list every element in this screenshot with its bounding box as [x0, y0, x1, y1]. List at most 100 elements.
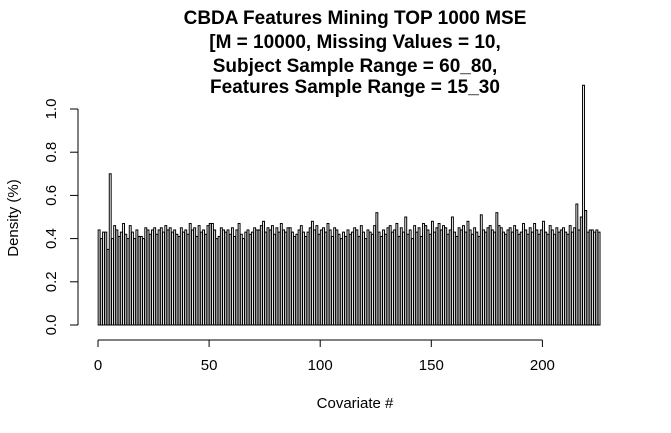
- bar: [386, 227, 390, 326]
- bar: [142, 238, 146, 326]
- bar: [270, 225, 274, 326]
- bar: [239, 233, 243, 326]
- bar: [279, 222, 283, 326]
- bar: [462, 225, 465, 326]
- bar: [248, 233, 252, 326]
- bar: [228, 233, 232, 326]
- bar: [390, 231, 394, 326]
- bar: [484, 231, 488, 326]
- bar: [408, 229, 412, 326]
- bar: [328, 229, 332, 326]
- bar: [208, 222, 212, 326]
- bar: [130, 231, 134, 326]
- bar: [348, 233, 352, 326]
- bar: [353, 227, 357, 326]
- bar: [290, 231, 294, 326]
- bar: [475, 231, 479, 326]
- bar: [577, 229, 581, 326]
- bar: [519, 231, 523, 326]
- bar: [513, 225, 517, 326]
- bar: [566, 233, 570, 326]
- bar: [135, 229, 139, 326]
- bar: [137, 235, 141, 326]
- y-tick-label: 0.6: [43, 185, 60, 206]
- bar-series: [97, 84, 601, 326]
- bar: [442, 225, 445, 326]
- bar: [133, 238, 137, 326]
- bar: [562, 227, 565, 326]
- bar: [157, 229, 161, 326]
- bar: [170, 231, 174, 326]
- x-tick-label: 50: [201, 357, 218, 374]
- bar: [413, 225, 417, 326]
- bar: [584, 210, 588, 326]
- bar: [377, 231, 381, 326]
- bar: [204, 233, 208, 326]
- bar: [179, 227, 183, 326]
- bar: [419, 235, 423, 326]
- bar: [277, 231, 281, 326]
- bar: [397, 235, 401, 326]
- bar: [168, 227, 172, 326]
- bar: [493, 231, 497, 326]
- bar: [422, 222, 425, 326]
- bar: [268, 229, 272, 326]
- bar: [102, 231, 106, 326]
- bar: [575, 203, 579, 326]
- bar: [382, 229, 385, 326]
- bar: [162, 231, 166, 326]
- bar: [310, 220, 314, 326]
- bar: [117, 235, 121, 326]
- bar: [468, 229, 472, 326]
- bar: [579, 216, 583, 326]
- bar: [259, 225, 263, 326]
- y-axis: 0.0 0.2 0.4 0.6 0.8 1.0: [43, 99, 79, 335]
- bar: [375, 212, 379, 326]
- bar: [199, 231, 203, 326]
- bar: [339, 238, 343, 326]
- bar: [359, 225, 363, 326]
- x-tick-label: 150: [419, 357, 444, 374]
- bar: [479, 214, 483, 326]
- bar: [224, 231, 228, 326]
- bar: [568, 225, 572, 326]
- chart-title-line-3: Subject Sample Range = 60_80,: [213, 56, 498, 77]
- bar: [435, 227, 439, 326]
- bar: [193, 227, 197, 326]
- bar: [210, 222, 214, 326]
- bar: [504, 233, 508, 326]
- bar: [99, 238, 103, 326]
- bar: [297, 229, 301, 326]
- bar: [106, 248, 110, 326]
- bar: [288, 227, 292, 326]
- bar: [486, 227, 490, 326]
- y-axis-label: Density (%): [5, 179, 22, 257]
- bar: [482, 229, 485, 326]
- bar: [370, 233, 374, 326]
- bar: [433, 231, 437, 326]
- bar: [148, 233, 152, 326]
- bar: [244, 231, 248, 326]
- bar: [595, 229, 599, 326]
- bar: [153, 227, 157, 326]
- bar: [264, 231, 268, 326]
- bar: [184, 229, 188, 326]
- bar: [355, 229, 359, 326]
- bar: [473, 227, 477, 326]
- bar: [159, 227, 163, 326]
- bar: [368, 231, 372, 326]
- bar: [553, 233, 557, 326]
- x-tick-label: 200: [530, 357, 555, 374]
- bar: [497, 225, 501, 326]
- bar: [322, 227, 325, 326]
- bar: [417, 227, 421, 326]
- bar: [253, 227, 257, 326]
- bar: [139, 235, 143, 326]
- bar: [122, 222, 125, 326]
- bar: [404, 216, 408, 326]
- bar: [128, 225, 132, 326]
- bar: [557, 231, 561, 326]
- bar: [597, 231, 601, 326]
- bar: [535, 229, 539, 326]
- bar: [437, 222, 441, 326]
